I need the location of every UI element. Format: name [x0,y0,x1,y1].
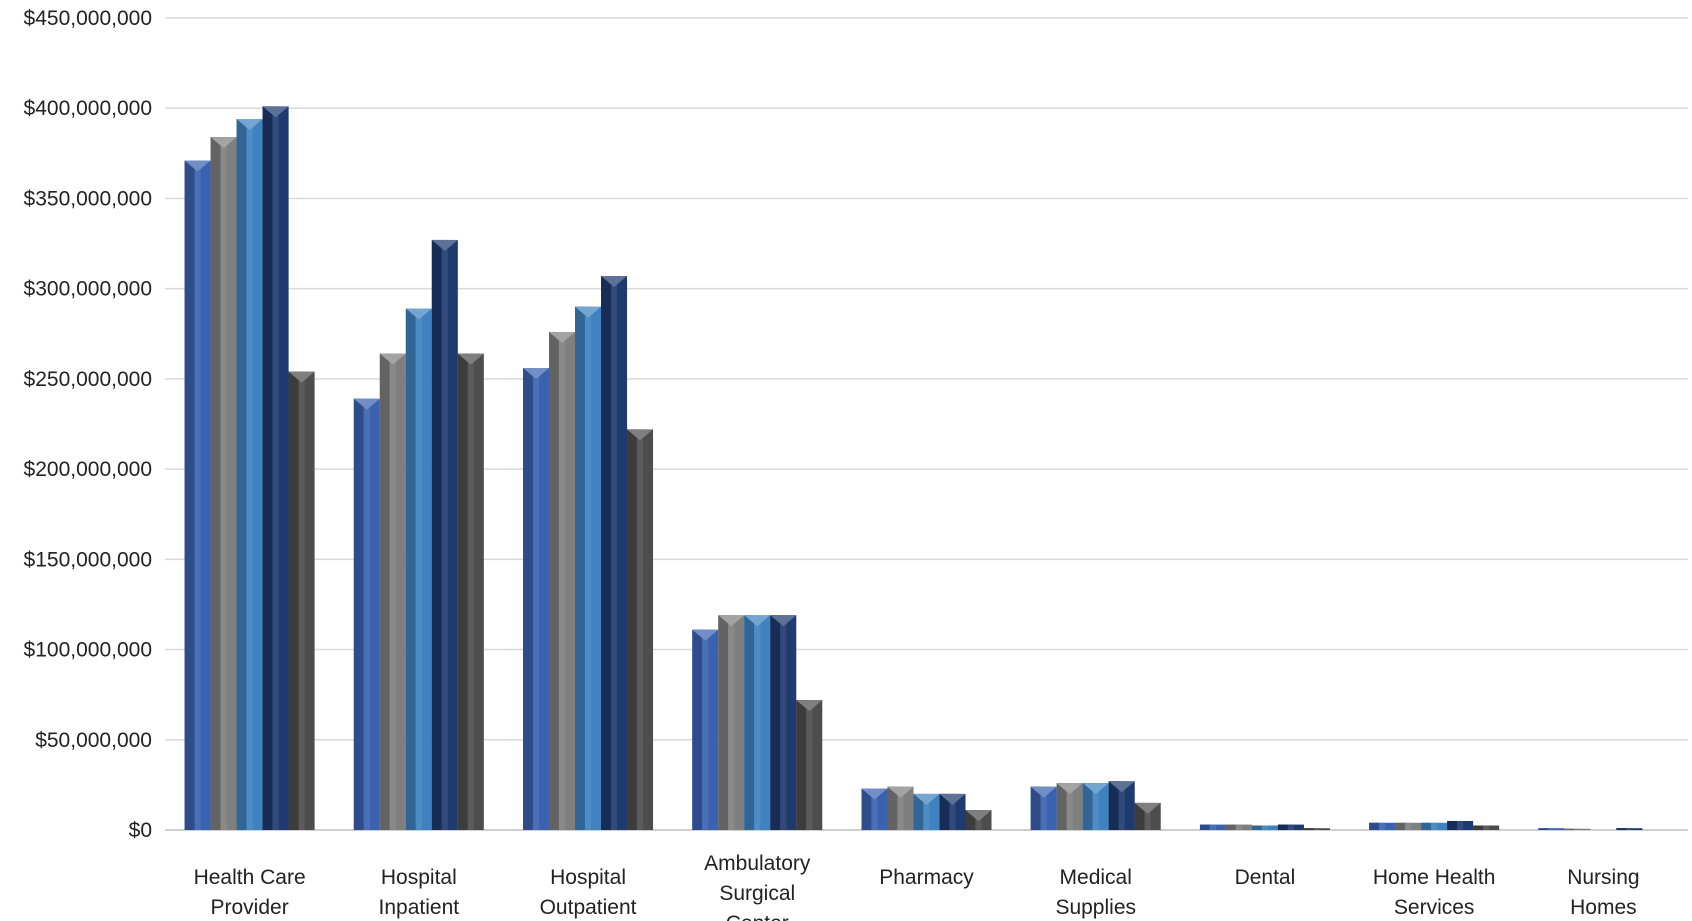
x-category-label: Services [1394,896,1475,919]
y-tick-label: $250,000,000 [24,368,152,391]
y-tick-label: $400,000,000 [24,97,152,120]
bar [1199,824,1226,830]
x-category-label: Inpatient [379,896,460,919]
bar [184,160,211,830]
x-category-label: Dental [1235,866,1296,889]
x-category-label: Provider [211,896,289,919]
bar [549,331,576,830]
x-category-label: Homes [1570,896,1637,919]
bar [405,308,432,830]
bar [1251,825,1278,830]
x-category-label: Hospital [550,866,626,889]
bar [744,615,771,830]
bar [236,119,263,830]
bar [1108,781,1135,830]
bar [1421,822,1448,830]
bar [627,429,654,830]
bar [692,629,719,830]
x-category-label: Pharmacy [879,866,974,889]
x-category-label: Center [726,912,789,921]
y-tick-label: $350,000,000 [24,187,152,210]
bar [1447,820,1474,830]
bar [523,368,550,830]
y-tick-label: $300,000,000 [24,278,152,301]
x-category-label: Health Care [194,866,306,889]
bar [718,615,745,830]
bar [353,398,380,830]
bar [1473,825,1500,830]
bar [1538,828,1565,830]
x-category-label: Hospital [381,866,457,889]
bar [1225,824,1252,830]
bar [431,239,458,831]
bar [913,793,940,830]
bars [184,106,1643,831]
bar [1395,822,1422,830]
bar [887,786,914,830]
bar [1030,786,1057,830]
y-tick-labels: $0 $50,000,000 $100,000,000 $150,000,000 $20… [24,7,152,842]
y-tick-label: $200,000,000 [24,458,152,481]
x-category-label: Home Health [1373,866,1496,889]
bar [1303,828,1330,830]
bar [288,371,315,830]
bar [861,788,888,830]
x-category-label: Ambulatory [704,852,811,875]
x-category-labels: Health Care Provider Hospital Inpatient Hosp… [194,852,1640,921]
y-tick-label: $150,000,000 [24,548,152,571]
y-tick-label: $0 [129,819,152,842]
bar [575,306,602,830]
x-category-label: Medical [1060,866,1132,889]
y-tick-label: $450,000,000 [24,7,152,30]
bar [1369,822,1396,830]
bar [965,810,992,830]
bar [457,353,484,830]
bar [1616,828,1643,830]
bar [262,106,289,830]
bar [1056,783,1083,830]
bar [601,276,628,831]
x-category-label: Surgical [719,882,795,905]
bar [939,793,966,830]
bar [770,615,797,830]
bar [210,137,237,831]
bar [796,700,823,830]
bar [1277,824,1304,830]
y-tick-label: $50,000,000 [35,729,152,752]
bar [379,353,406,830]
bar [1134,802,1161,830]
x-category-label: Supplies [1055,896,1136,919]
x-category-label: Nursing [1567,866,1639,889]
x-category-label: Outpatient [540,896,637,919]
y-tick-label: $100,000,000 [24,639,152,662]
bar [1564,828,1591,830]
bar [1082,783,1109,830]
